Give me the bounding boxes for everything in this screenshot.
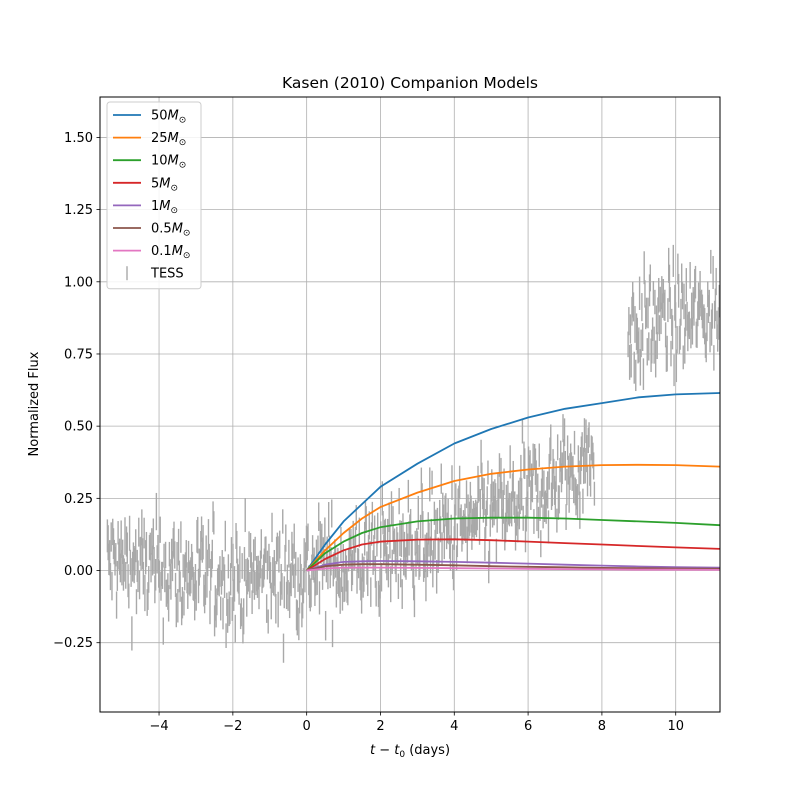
y-axis-label: Normalized Flux bbox=[27, 351, 42, 456]
x-axis-label: t − t0 (days) bbox=[370, 743, 450, 760]
x-axis-label-unit: (days) bbox=[405, 743, 450, 758]
x-tick-label: 4 bbox=[450, 719, 458, 734]
legend-label-tess: TESS bbox=[150, 267, 184, 282]
x-tick-label: −2 bbox=[223, 719, 242, 734]
model-curve-25-msun bbox=[306, 463, 721, 572]
model-curve-0p5-msun bbox=[306, 563, 721, 572]
model-curve-10-msun bbox=[306, 516, 721, 572]
model-curve-5-msun bbox=[306, 538, 721, 572]
y-tick-label: 0.25 bbox=[64, 492, 93, 507]
x-axis-label-subscript: 0 bbox=[399, 750, 405, 760]
y-tick-label: 0.50 bbox=[64, 420, 93, 435]
x-axis-label-main: t − t bbox=[370, 743, 400, 758]
legend-box bbox=[106, 101, 202, 290]
model-curves bbox=[305, 392, 721, 572]
y-tick-label: 0.00 bbox=[64, 564, 93, 579]
y-tick-label: 1.00 bbox=[64, 275, 93, 290]
x-tick-label: −4 bbox=[149, 719, 168, 734]
y-tick-label: 1.25 bbox=[64, 203, 93, 218]
legend-label: 1M⊙ bbox=[151, 199, 178, 216]
x-tick-label: 8 bbox=[598, 719, 606, 734]
legend-label: 50M⊙ bbox=[151, 109, 186, 126]
y-tick-label: 0.75 bbox=[64, 347, 93, 362]
legend-label: 0.1M⊙ bbox=[151, 244, 190, 261]
y-axis-ticks: −0.25 0.00 0.25 0.50 0.75 1.00 1.25 1.50 bbox=[53, 131, 100, 651]
y-tick-label: 1.50 bbox=[64, 131, 93, 146]
legend-label: 25M⊙ bbox=[151, 131, 186, 148]
x-tick-label: 10 bbox=[667, 719, 684, 734]
plot-frame bbox=[99, 96, 721, 713]
legend-label: 5M⊙ bbox=[151, 176, 178, 193]
x-tick-label: 2 bbox=[376, 719, 384, 734]
model-curve-50-msun bbox=[305, 392, 721, 572]
model-curve-1-msun bbox=[306, 560, 721, 572]
legend: 50M⊙ 25M⊙ 10M⊙ 5M⊙ 1M⊙ 0.5M⊙ 0.1M⊙ TESS bbox=[106, 101, 202, 290]
y-tick-label: −0.25 bbox=[53, 636, 93, 651]
model-curve-0p1-msun bbox=[306, 566, 721, 572]
legend-label: 10M⊙ bbox=[151, 154, 186, 171]
x-tick-label: 6 bbox=[524, 719, 532, 734]
x-axis-ticks: −4 −2 0 2 4 6 8 10 bbox=[149, 712, 684, 734]
x-tick-label: 0 bbox=[303, 719, 311, 734]
grid-lines bbox=[100, 97, 720, 712]
legend-label: 0.5M⊙ bbox=[151, 222, 190, 239]
chart-title: Kasen (2010) Companion Models bbox=[282, 74, 538, 92]
